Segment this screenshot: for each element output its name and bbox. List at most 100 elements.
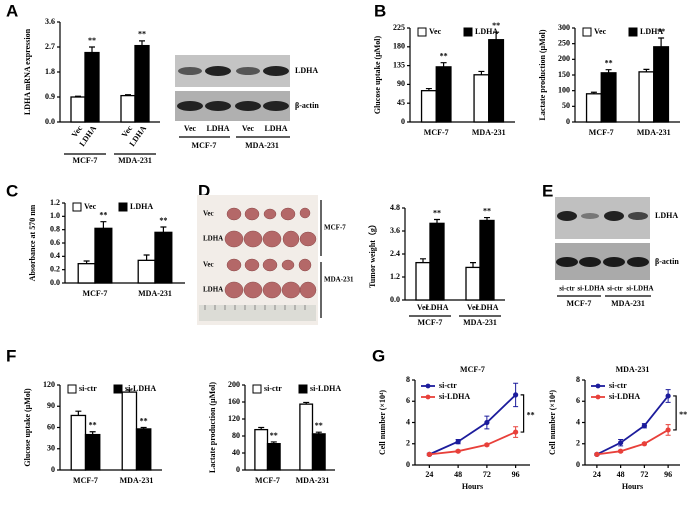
row-label: Vec [203,210,214,218]
band [235,101,261,111]
bar [600,72,617,123]
marker [594,451,600,457]
legend-marker [595,394,601,400]
y-tick-label: 1.2 [390,272,400,281]
significance: ** [99,210,107,219]
bar-label: Vec [417,303,430,312]
significance: ** [89,421,97,430]
tumor [224,230,244,248]
y-tick-label: 250 [558,38,570,47]
y-tick-label: 300 [558,23,570,32]
tumor [226,207,242,221]
y-tick-label: 80 [232,431,240,440]
y-tick-label: 135 [393,60,405,69]
legend-label: LDHA [640,27,663,36]
x-tick-label: 72 [640,470,648,479]
lane-label: si-LDHA [626,285,653,293]
tumor [243,281,263,299]
y-tick-label: 6 [406,396,410,405]
bar-label: LDHA [475,303,498,312]
legend-swatch [582,27,592,37]
y-tick-label: 30 [47,444,55,453]
lane-label: Vec [184,124,197,133]
bar [84,51,100,123]
tumor [262,230,282,248]
y-tick-label: 1.2 [50,198,60,207]
y-tick-label: 0.0 [45,117,55,126]
bar [479,219,495,301]
tumor [299,207,311,219]
x-tick-label: MDA-231 [118,156,152,165]
legend-marker [425,383,431,389]
series-line [596,429,669,456]
x-tick-label: MDA-231 [472,128,506,137]
panel-letter: E [542,181,553,200]
x-tick-label: 48 [454,470,462,479]
significance: ** [138,30,146,39]
tumor [244,258,260,272]
marker [641,441,647,447]
significance: ** [483,206,491,215]
y-tick-label: 150 [558,70,570,79]
marker [455,439,461,445]
tumor [281,259,295,271]
y-tick-label: 6 [576,396,580,405]
marker [513,429,519,435]
x-tick-label: MDA-231 [463,318,497,327]
y-axis-label: Lactate production (μMol) [208,382,217,473]
y-axis-label: Cell number (×10⁴) [378,390,387,455]
y-tick-label: 8 [406,375,410,384]
y-axis-label: Lactate production (μMol) [538,29,547,120]
legend-swatch [118,202,128,212]
band [556,257,578,267]
band [604,211,624,221]
legend-swatch [417,27,427,37]
legend-label: si-ctr [609,381,627,390]
lane-label: Vec [242,124,255,133]
bar [585,93,602,123]
band [557,211,577,221]
bar [299,403,314,471]
tumor [299,281,317,299]
y-tick-label: 0.8 [50,224,60,233]
error-bar [100,221,107,229]
x-axis-label: Hours [622,482,643,491]
bar [488,39,505,123]
band [581,213,599,219]
y-tick-label: 0.9 [45,92,55,101]
lane-label: LDHA [206,124,229,133]
marker [641,423,647,429]
marker [484,419,490,426]
marker [618,440,624,446]
significance: ** [159,216,167,225]
bar [137,259,156,284]
x-tick-label: MCF-7 [73,476,98,485]
bar [70,96,86,123]
series-line [429,431,516,456]
marker [484,442,490,448]
blot [555,197,650,280]
significance: ** [679,410,687,419]
significance: ** [440,52,448,61]
bar [311,433,326,471]
band-label: LDHA [655,211,678,220]
error-bar [89,46,95,53]
ruler [199,305,316,321]
y-axis-label: Glucose uptake (μMol) [373,36,382,115]
error-bar [658,37,665,47]
legend-label: si-ctr [79,384,97,393]
band [178,67,202,75]
bar [134,44,150,123]
y-tick-label: 3.6 [390,226,400,235]
bar [77,263,96,284]
bar [415,261,431,301]
series-line [429,394,517,456]
tumor [263,208,277,220]
tumor [244,207,260,221]
group-label: MDA-231 [245,141,279,150]
y-tick-label: 0.4 [50,251,60,260]
band [177,101,203,111]
legend-label: si-ctr [264,384,282,393]
significance: ** [605,59,613,68]
significance: ** [88,36,96,45]
